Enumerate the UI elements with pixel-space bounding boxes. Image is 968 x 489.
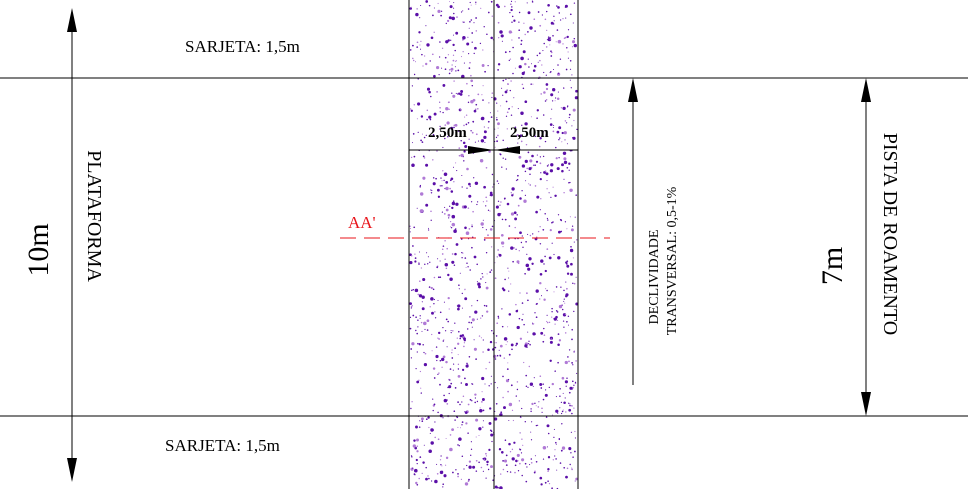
slope-arrow-head — [628, 78, 638, 102]
pavement-texture — [409, 0, 579, 489]
lane-arrow-right — [494, 146, 520, 154]
slope-label-line2: TRANSVERSAL: 0,5-1% — [665, 186, 680, 335]
runway-label: PISTA DE ROAMENTO — [879, 133, 901, 336]
gutter-top-label: SARJETA: 1,5m — [185, 37, 300, 56]
runway-arrow-top — [861, 78, 871, 102]
lane-right-width-label: 2,50m — [510, 125, 549, 141]
lane-arrow-left — [468, 146, 494, 154]
runway-width-label: 7m — [816, 247, 849, 285]
section-cut-label: AA' — [348, 213, 376, 232]
platform-arrow-bottom — [67, 458, 77, 482]
platform-arrow-top — [67, 8, 77, 32]
runway-arrow-bottom — [861, 392, 871, 416]
slope-label-line1: DECLIVIDADE — [647, 230, 662, 325]
platform-width-label: 10m — [22, 223, 55, 276]
platform-label: PLATAFORMA — [83, 150, 105, 282]
lane-left-width-label: 2,50m — [428, 125, 467, 141]
gutter-bottom-label: SARJETA: 1,5m — [165, 436, 280, 455]
